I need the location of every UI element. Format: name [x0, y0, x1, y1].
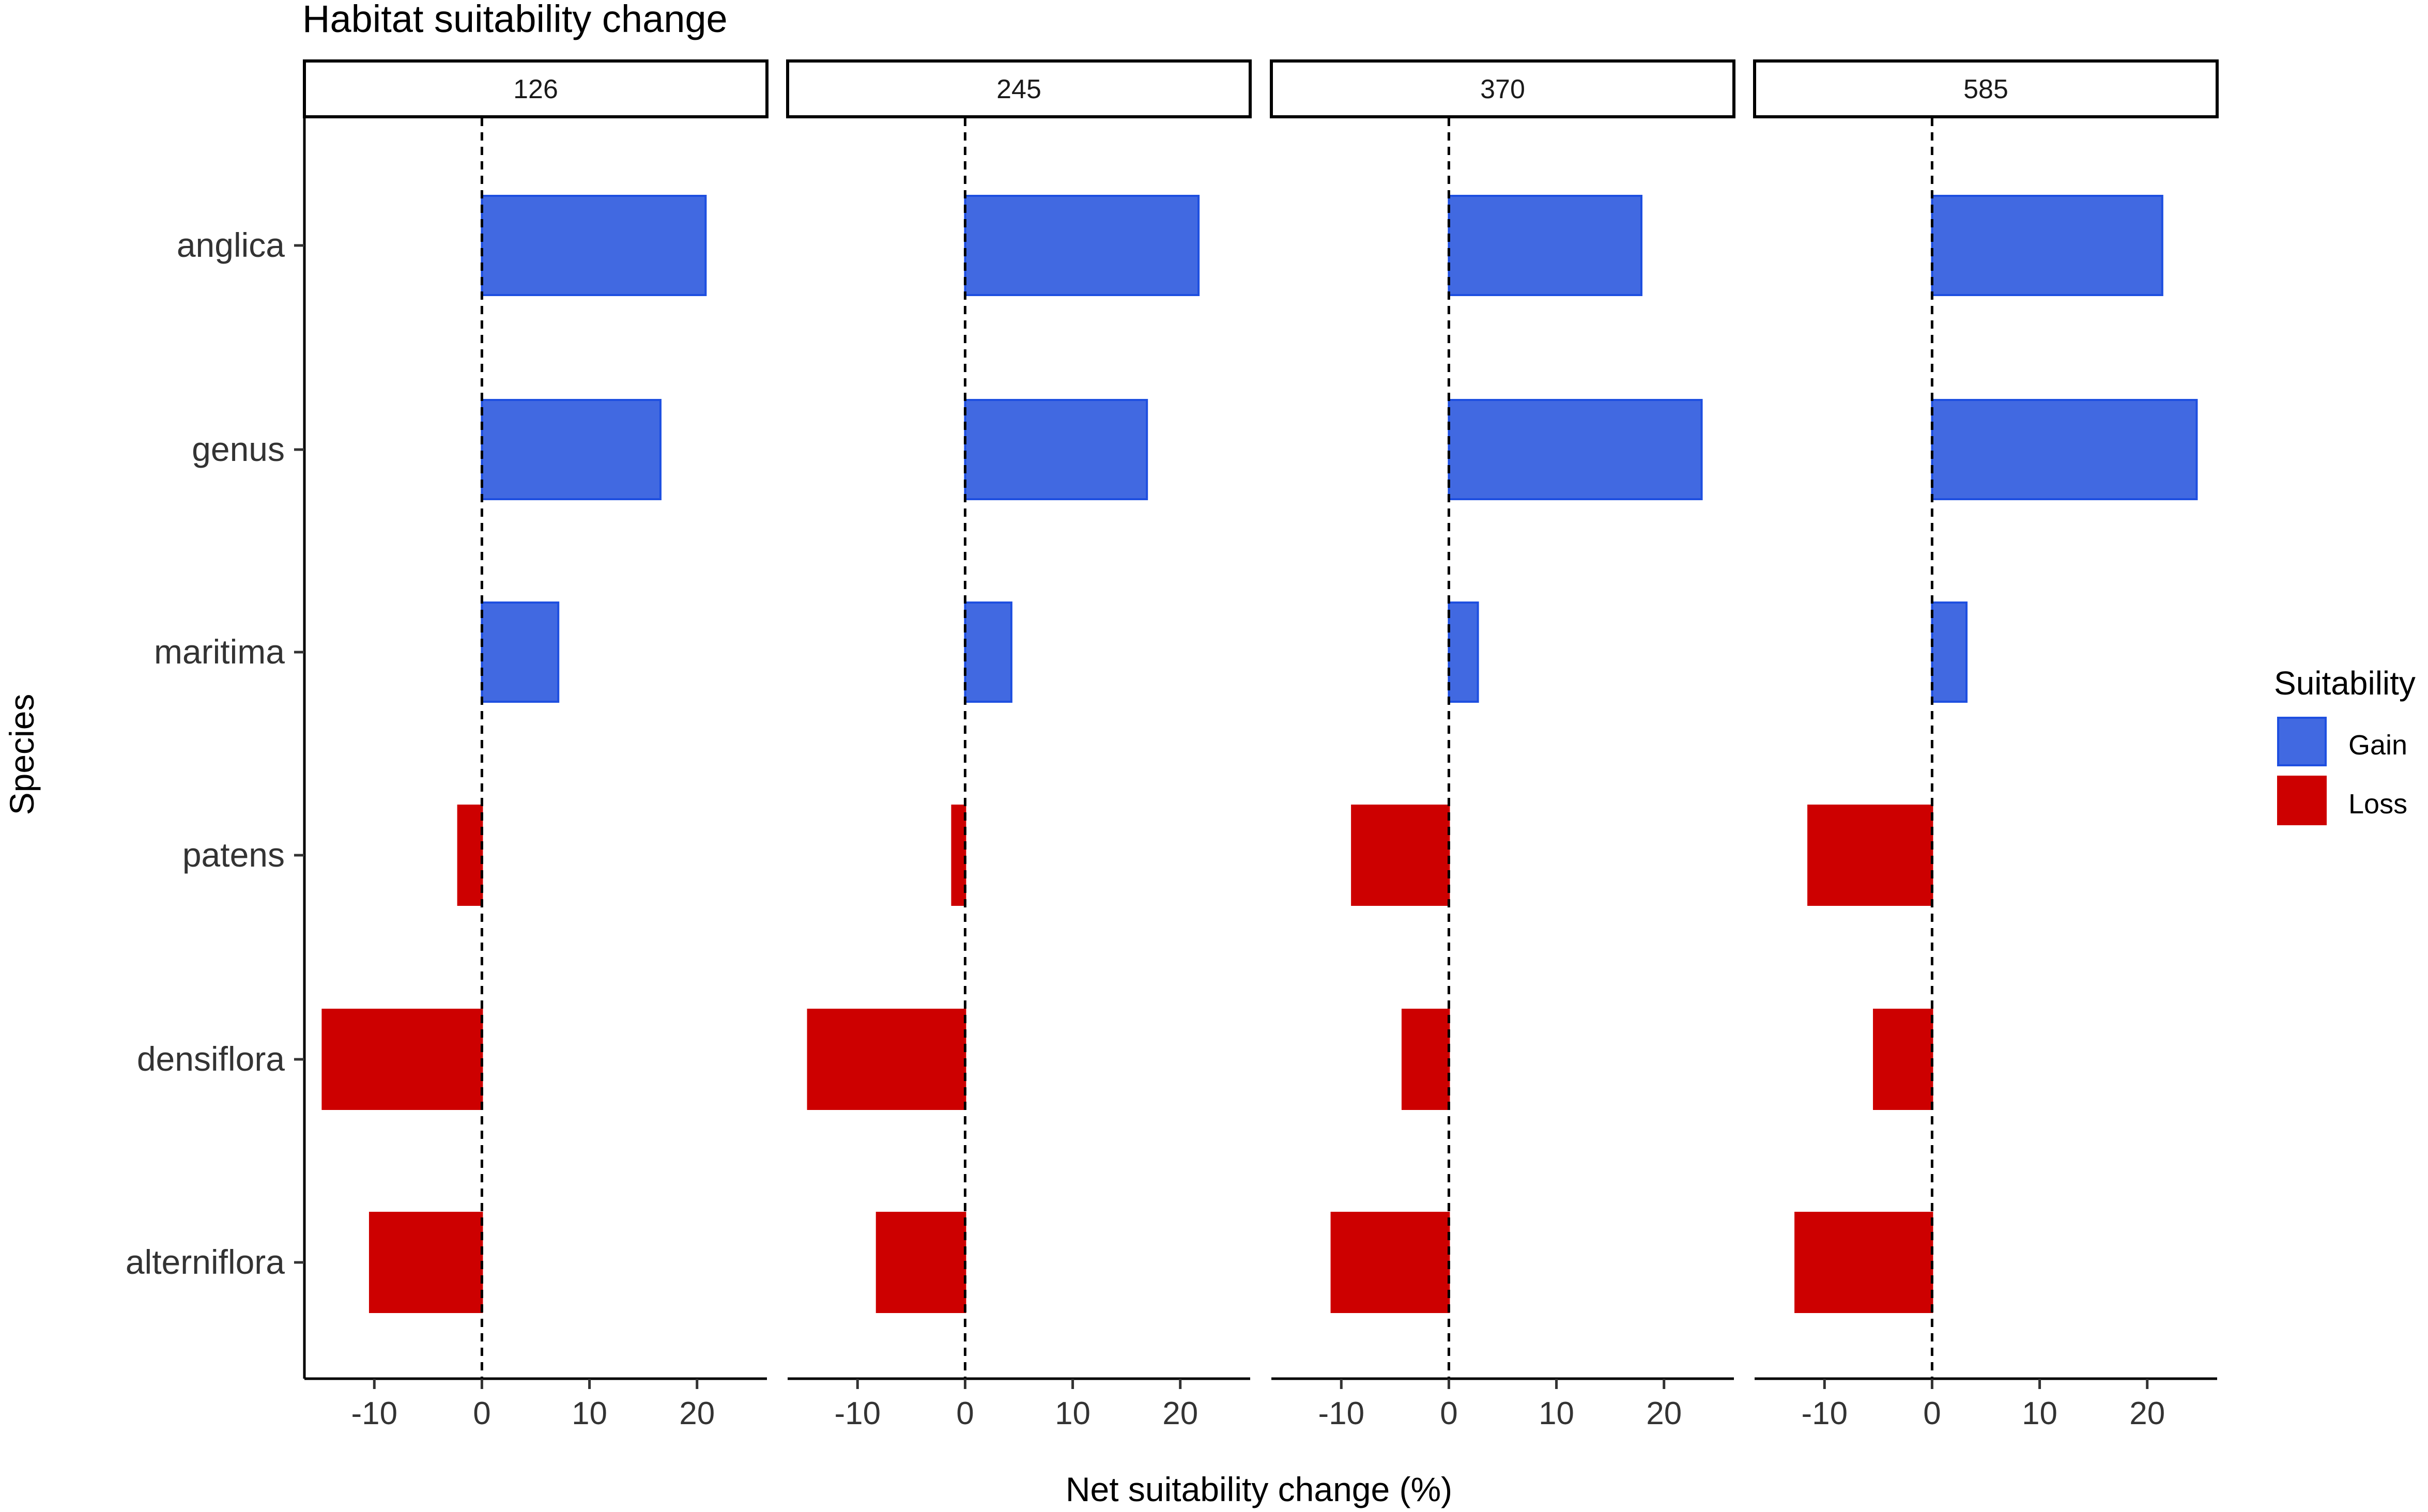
- bar-126-anglica: [481, 195, 707, 296]
- y-tick-label-maritima: maritima: [154, 632, 285, 671]
- chart-title: Habitat suitability change: [302, 0, 728, 40]
- x-tick-label: 20: [2129, 1396, 2165, 1431]
- x-tick-label: -10: [834, 1396, 881, 1431]
- x-tick-label: 20: [1162, 1396, 1198, 1431]
- bar-370-maritima: [1448, 601, 1479, 703]
- bar-245-densiflora: [807, 1009, 966, 1110]
- legend-title: Suitability: [2274, 665, 2416, 702]
- x-tick-label: -10: [351, 1396, 397, 1431]
- x-tick-label: 10: [1539, 1396, 1574, 1431]
- legend-item-loss: Loss: [2274, 773, 2428, 831]
- bar-370-alterniflora: [1330, 1212, 1450, 1313]
- bar-245-alterniflora: [875, 1212, 966, 1313]
- x-tick-label: 20: [679, 1396, 715, 1431]
- legend-label-gain: Gain: [2348, 730, 2408, 761]
- y-tick-label-patens: patens: [182, 836, 285, 874]
- facet-strip-585: [1753, 59, 2219, 118]
- legend-swatch-gain: [2277, 717, 2327, 766]
- legend-label-loss: Loss: [2348, 789, 2408, 820]
- bar-370-anglica: [1448, 195, 1642, 296]
- bar-585-genus: [1931, 399, 2198, 500]
- facet-strip-label: 370: [1480, 74, 1525, 104]
- x-tick-label: -10: [1318, 1396, 1364, 1431]
- bar-245-patens: [951, 805, 966, 906]
- y-tick-label-anglica: anglica: [177, 226, 285, 264]
- facet-strip-label: 585: [1963, 74, 2008, 104]
- legend-swatch-loss: [2277, 776, 2327, 825]
- bar-126-densiflora: [321, 1009, 483, 1110]
- x-tick-label: 0: [1923, 1396, 1941, 1431]
- facet-strip-370: [1270, 59, 1735, 118]
- x-tick-label: 10: [2022, 1396, 2057, 1431]
- y-tick-label-densiflora: densiflora: [137, 1040, 285, 1078]
- bar-245-maritima: [964, 601, 1012, 703]
- x-axis-title: Net suitability change (%): [1065, 1470, 1453, 1508]
- bar-126-maritima: [481, 601, 560, 703]
- facet-strip-label: 126: [513, 74, 558, 104]
- bar-370-densiflora: [1401, 1009, 1450, 1110]
- bar-126-patens: [457, 805, 483, 906]
- bar-126-alterniflora: [368, 1212, 483, 1313]
- facet-strip-label: 245: [996, 74, 1041, 104]
- x-tick-label: 0: [473, 1396, 490, 1431]
- x-tick-label: 10: [572, 1396, 607, 1431]
- bar-370-patens: [1351, 805, 1450, 906]
- y-tick-label-genus: genus: [192, 430, 285, 468]
- bar-126-genus: [481, 399, 662, 500]
- bar-585-anglica: [1931, 195, 2163, 296]
- legend-item-gain: Gain: [2274, 714, 2428, 773]
- facet-strip-126: [303, 59, 769, 118]
- legend: Suitability Gain Loss: [2274, 664, 2428, 831]
- bar-585-patens: [1807, 805, 1933, 906]
- x-tick-label: 0: [956, 1396, 974, 1431]
- facet-strip-245: [786, 59, 1252, 118]
- bar-370-genus: [1448, 399, 1703, 500]
- bar-245-anglica: [964, 195, 1200, 296]
- x-tick-label: -10: [1801, 1396, 1848, 1431]
- bar-585-densiflora: [1873, 1009, 1933, 1110]
- bar-585-alterniflora: [1794, 1212, 1933, 1313]
- x-tick-label: 0: [1440, 1396, 1457, 1431]
- bar-245-genus: [964, 399, 1148, 500]
- x-tick-label: 10: [1055, 1396, 1090, 1431]
- bar-585-maritima: [1931, 601, 1968, 703]
- y-tick-label-alterniflora: alterniflora: [126, 1243, 285, 1281]
- x-tick-label: 20: [1646, 1396, 1682, 1431]
